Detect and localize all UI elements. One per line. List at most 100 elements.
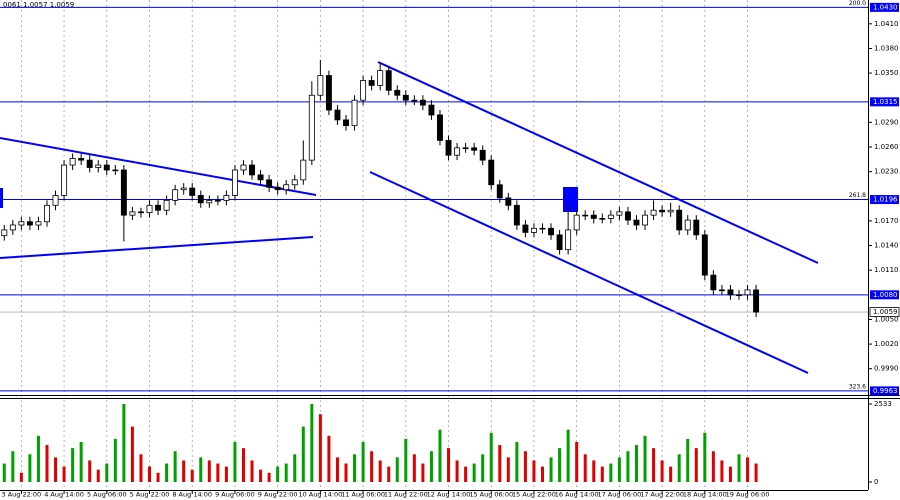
candle-body: [599, 218, 606, 220]
candle-body: [35, 221, 42, 226]
candle-body: [582, 214, 589, 217]
candle-body: [548, 227, 555, 236]
x-tick-label: 11 Aug 22:00: [384, 491, 428, 499]
x-tick-label: 5 Aug 06:00: [87, 491, 127, 499]
candle-body: [61, 164, 68, 196]
level-label: 1.0080: [873, 291, 898, 299]
candle-body: [488, 159, 495, 186]
candle-body: [684, 219, 691, 231]
candle-body: [402, 94, 409, 101]
candle-body: [223, 195, 230, 201]
candle-body: [753, 289, 760, 313]
candle-body: [633, 219, 640, 226]
candle-body: [155, 204, 162, 211]
candle-body: [283, 184, 290, 191]
y-tick-label: 1.0140: [874, 242, 899, 250]
candle-body: [103, 164, 110, 171]
candle-body: [78, 158, 85, 161]
candle-body: [360, 80, 367, 101]
level-label: 1.0430: [873, 3, 898, 11]
candle-body: [325, 75, 332, 111]
level-text: 261.8: [849, 192, 866, 199]
candle-body: [291, 179, 298, 186]
y-tick-label: 1.0110: [874, 266, 899, 274]
candle-body: [411, 99, 418, 102]
candle-body: [667, 209, 674, 213]
y-tick-label: 1.0380: [874, 44, 899, 52]
level-label: 0.9963: [873, 387, 898, 395]
candle-body: [736, 294, 742, 297]
candle-body: [138, 211, 144, 214]
level-label-box: [870, 386, 899, 396]
x-tick-label: 4 Aug 14:00: [44, 491, 84, 499]
channel-line: [377, 61, 819, 264]
candle-body: [650, 209, 657, 216]
candle-body: [642, 214, 648, 226]
candle-body: [659, 209, 666, 213]
candle-body: [454, 147, 461, 156]
candle-body: [266, 179, 273, 188]
x-tick-label: 18 Aug 14:00: [683, 491, 727, 499]
candle-body: [394, 89, 401, 96]
candle-body: [26, 221, 33, 226]
level-label-box: [870, 290, 899, 300]
grid: [20, 0, 748, 490]
candle-body: [710, 274, 717, 291]
marker-box: [0, 188, 3, 208]
y-tick-label: 1.0230: [874, 168, 899, 176]
candle-body: [206, 199, 213, 204]
candle-body: [52, 195, 59, 206]
candle-body: [240, 164, 247, 171]
candle-body: [676, 209, 683, 231]
candle-body: [462, 147, 469, 150]
candle-body: [693, 219, 700, 236]
candle-body: [607, 214, 614, 219]
x-tick-label: 11 Aug 06:00: [341, 491, 385, 499]
candle-body: [112, 169, 119, 172]
candle-body: [180, 187, 187, 191]
candle-body: [718, 289, 725, 292]
candle-body: [701, 234, 708, 276]
candle-body: [231, 169, 238, 196]
candle-body: [172, 189, 179, 201]
y-tick-label: 1.0170: [874, 217, 899, 225]
x-tick-label: 12 Aug 14:00: [427, 491, 471, 499]
candle-body: [189, 187, 196, 196]
candle-body: [377, 70, 384, 86]
candle-body: [513, 204, 520, 226]
channel-line: [369, 171, 809, 374]
y-tick-label: 1.0410: [874, 20, 899, 28]
level-text: 323.6: [849, 383, 866, 390]
candle-body: [18, 221, 25, 226]
candle-body: [496, 184, 503, 199]
candle-body: [274, 186, 281, 191]
candle-body: [308, 94, 315, 161]
candle-body: [351, 99, 358, 127]
trend-line: [0, 137, 317, 196]
y-tick-label: 1.0020: [874, 340, 899, 348]
candle-body: [146, 204, 153, 214]
candle-body: [539, 227, 546, 230]
candle-body: [565, 229, 572, 251]
level-label: 1.0315: [873, 98, 898, 106]
candle-body: [385, 70, 392, 91]
x-tick-label: 17 Aug 22:00: [640, 491, 684, 499]
candle-body: [428, 104, 435, 116]
level-text: 200.0: [849, 0, 866, 7]
y-tick-label: 1.0260: [874, 143, 899, 151]
trend-line: [0, 236, 314, 259]
marks: [0, 6, 868, 482]
candle-body: [437, 114, 443, 141]
x-tick-label: 19 Aug 06:00: [726, 491, 770, 499]
x-tick-label: 8 Aug 14:00: [172, 491, 212, 499]
candle-body: [590, 214, 597, 219]
level-label: 1.0196: [873, 196, 898, 204]
candle-body: [343, 119, 349, 127]
candle-body: [249, 164, 255, 176]
candle-body: [69, 158, 76, 166]
x-tick-label: 17 Aug 06:00: [597, 491, 641, 499]
x-tick-label: 5 Aug 22:00: [130, 491, 170, 499]
x-tick-label: 16 Aug 14:00: [555, 491, 599, 499]
